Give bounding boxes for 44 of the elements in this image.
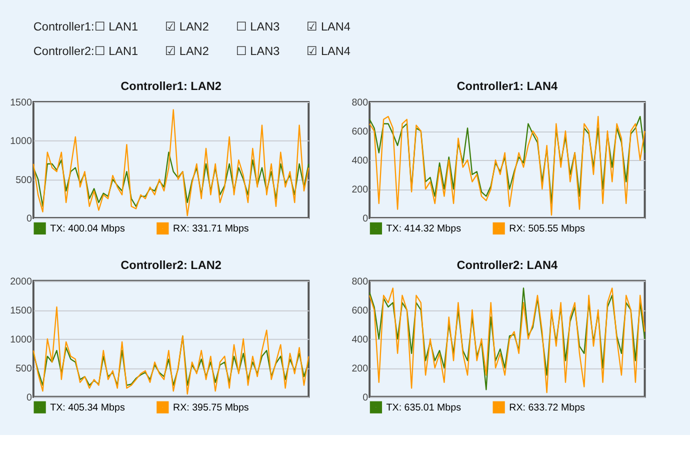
y-tick-label: 500 (16, 174, 32, 186)
text: ☑ LAN4 (306, 20, 351, 34)
line-series (32, 152, 310, 207)
y-tick-label: 800 (352, 97, 369, 108)
legend-label: RX: 331.71 Mbps (172, 223, 249, 234)
legend-label: TX: 635.01 Mbps (386, 402, 462, 414)
chart-title: Controller1: LAN4 (456, 80, 558, 94)
text: ☐ LAN1 (94, 20, 138, 34)
text: Controller2: (33, 44, 94, 58)
y-tick-label: 400 (352, 155, 369, 166)
y-tick-label: 800 (352, 276, 369, 288)
legend-label: TX: 405.34 Mbps (50, 402, 125, 414)
y-tick-label: 1500 (10, 97, 32, 108)
y-tick-label: 200 (352, 363, 369, 374)
text: ☑ LAN2 (165, 44, 209, 58)
y-tick-label: 0 (362, 392, 369, 404)
legend-label: TX: 400.04 Mbps (50, 223, 125, 234)
line-series (32, 306, 310, 395)
y-tick-label: 600 (352, 126, 369, 138)
chart-title: Controller1: LAN2 (120, 80, 222, 94)
text: ☑ LAN4 (306, 44, 351, 58)
text: ☑ LAN2 (165, 20, 209, 34)
y-tick-label: 600 (352, 305, 369, 316)
line-series (32, 109, 310, 216)
text: ☐ LAN3 (236, 20, 280, 34)
chart-title: Controller2: LAN4 (456, 259, 558, 272)
y-tick-label: 0 (26, 392, 32, 404)
y-tick-label: 500 (16, 363, 32, 374)
text: ☐ LAN1 (94, 44, 138, 58)
y-tick-label: 1000 (10, 334, 32, 346)
text: Controller1: (33, 20, 94, 34)
text: ☐ LAN3 (236, 44, 280, 58)
y-tick-label: 400 (352, 334, 369, 346)
y-tick-label: 0 (362, 213, 369, 224)
y-tick-label: 200 (352, 184, 369, 196)
legend-label: RX: 395.75 Mbps (172, 402, 249, 414)
y-tick-label: 1000 (10, 136, 32, 148)
legend-label: RX: 505.55 Mbps (509, 223, 586, 234)
y-tick-label: 1500 (10, 305, 32, 316)
legend-label: RX: 633.72 Mbps (509, 402, 586, 414)
y-tick-label: 2000 (10, 276, 32, 288)
chart-title: Controller2: LAN2 (120, 259, 222, 272)
y-tick-label: 0 (26, 213, 32, 224)
legend-label: TX: 414.32 Mbps (386, 223, 462, 234)
